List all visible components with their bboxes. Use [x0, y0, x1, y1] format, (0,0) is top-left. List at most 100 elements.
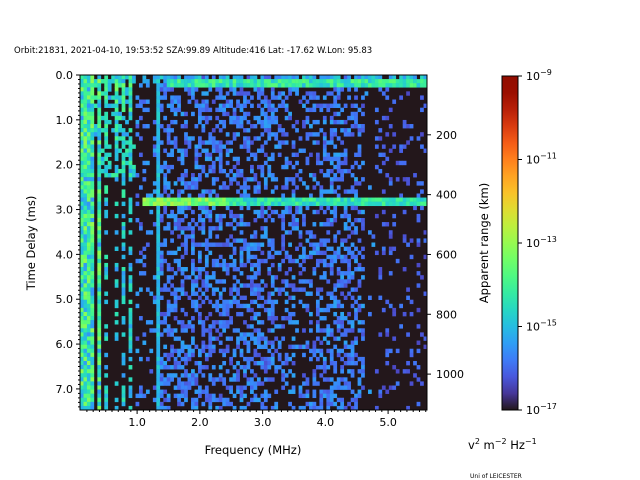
- heatmap-cell: [315, 262, 320, 268]
- heatmap-cell: [180, 254, 185, 260]
- heatmap-cell: [121, 213, 126, 219]
- heatmap-cell: [239, 197, 244, 202]
- heatmap-cell: [357, 307, 362, 313]
- heatmap-cell: [420, 205, 424, 211]
- heatmap-cell: [201, 201, 206, 207]
- heatmap-cell: [354, 340, 358, 345]
- heatmap-cell: [340, 377, 345, 382]
- heatmap-cell: [80, 267, 84, 272]
- heatmap-cell: [333, 303, 338, 309]
- heatmap-cell: [322, 144, 327, 149]
- heatmap-cell: [312, 369, 317, 374]
- heatmap-cell: [371, 201, 376, 207]
- heatmap-cell: [201, 328, 206, 333]
- heatmap-cell: [194, 83, 199, 88]
- heatmap-cell: [336, 246, 341, 251]
- heatmap-cell: [90, 401, 95, 407]
- heatmap-cell: [177, 287, 181, 292]
- heatmap-cell: [97, 148, 102, 153]
- heatmap-cell: [86, 205, 91, 211]
- heatmap-cell: [284, 177, 289, 182]
- heatmap-cell: [121, 242, 126, 247]
- heatmap-cell: [267, 124, 272, 129]
- heatmap-cell: [163, 201, 168, 207]
- heatmap-cell: [97, 405, 102, 411]
- heatmap-cell: [114, 279, 119, 284]
- heatmap-cell: [326, 303, 331, 309]
- heatmap-cell: [145, 160, 150, 166]
- heatmap-cell: [326, 324, 331, 329]
- heatmap-cell: [97, 385, 102, 390]
- heatmap-cell: [329, 168, 334, 174]
- heatmap-cell: [152, 222, 157, 227]
- heatmap-cell: [322, 271, 327, 276]
- heatmap-cell: [368, 185, 372, 190]
- heatmap-cell: [104, 136, 109, 141]
- heatmap-cell: [357, 148, 362, 153]
- heatmap-cell: [121, 254, 126, 260]
- heatmap-cell: [298, 271, 303, 276]
- heatmap-cell: [267, 115, 272, 121]
- heatmap-cell: [381, 307, 386, 313]
- heatmap-cell: [201, 103, 206, 108]
- heatmap-cell: [291, 87, 296, 92]
- heatmap-cell: [90, 291, 95, 296]
- heatmap-cell: [284, 75, 289, 80]
- heatmap-cell: [222, 95, 227, 100]
- heatmap-cell: [180, 393, 185, 399]
- heatmap-cell: [121, 287, 126, 292]
- heatmap-cell: [256, 267, 261, 272]
- heatmap-cell: [260, 287, 265, 292]
- heatmap-cell: [347, 320, 351, 325]
- heatmap-cell: [246, 177, 251, 182]
- heatmap-cell: [208, 393, 213, 399]
- heatmap-cell: [86, 262, 91, 268]
- heatmap-cell: [159, 250, 164, 256]
- heatmap-cell: [236, 83, 240, 88]
- heatmap-cell: [402, 124, 407, 129]
- heatmap-cell: [350, 356, 355, 362]
- heatmap-cell: [142, 197, 147, 202]
- heatmap-cell: [357, 303, 362, 309]
- heatmap-cell: [111, 75, 115, 80]
- heatmap-cell: [267, 164, 272, 170]
- heatmap-cell: [270, 246, 275, 251]
- heatmap-cell: [347, 279, 351, 284]
- heatmap-cell: [263, 299, 268, 305]
- heatmap-cell: [97, 197, 102, 202]
- heatmap-cell: [406, 79, 410, 84]
- heatmap-cell: [333, 401, 338, 407]
- heatmap-cell: [274, 144, 279, 149]
- heatmap-cell: [260, 75, 265, 80]
- heatmap-cell: [423, 103, 428, 108]
- heatmap-cell: [319, 373, 324, 378]
- heatmap-cell: [194, 156, 199, 162]
- heatmap-cell: [100, 115, 105, 121]
- heatmap-cell: [128, 201, 133, 207]
- y-tick-label: 1.0: [56, 114, 74, 127]
- heatmap-cell: [333, 344, 338, 350]
- heatmap-cell: [132, 144, 136, 149]
- heatmap-cell: [191, 271, 195, 276]
- heatmap-cell: [243, 79, 247, 84]
- heatmap-cell: [145, 193, 150, 198]
- heatmap-cell: [83, 369, 88, 374]
- heatmap-cell: [333, 385, 338, 390]
- heatmap-cell: [302, 373, 306, 378]
- heatmap-cell: [333, 381, 338, 386]
- heatmap-cell: [194, 164, 199, 170]
- heatmap-cell: [312, 340, 317, 345]
- heatmap-cell: [250, 246, 254, 251]
- heatmap-cell: [225, 79, 230, 84]
- heatmap-cell: [142, 99, 147, 104]
- heatmap-cell: [90, 148, 95, 153]
- heatmap-cell: [350, 83, 355, 88]
- heatmap-cell: [197, 197, 202, 202]
- heatmap-cell: [159, 164, 164, 170]
- heatmap-cell: [194, 144, 199, 149]
- heatmap-cell: [156, 205, 161, 211]
- heatmap-cell: [232, 119, 237, 125]
- heatmap-cell: [229, 181, 233, 186]
- heatmap-cell: [100, 128, 105, 133]
- heatmap-cell: [170, 250, 174, 256]
